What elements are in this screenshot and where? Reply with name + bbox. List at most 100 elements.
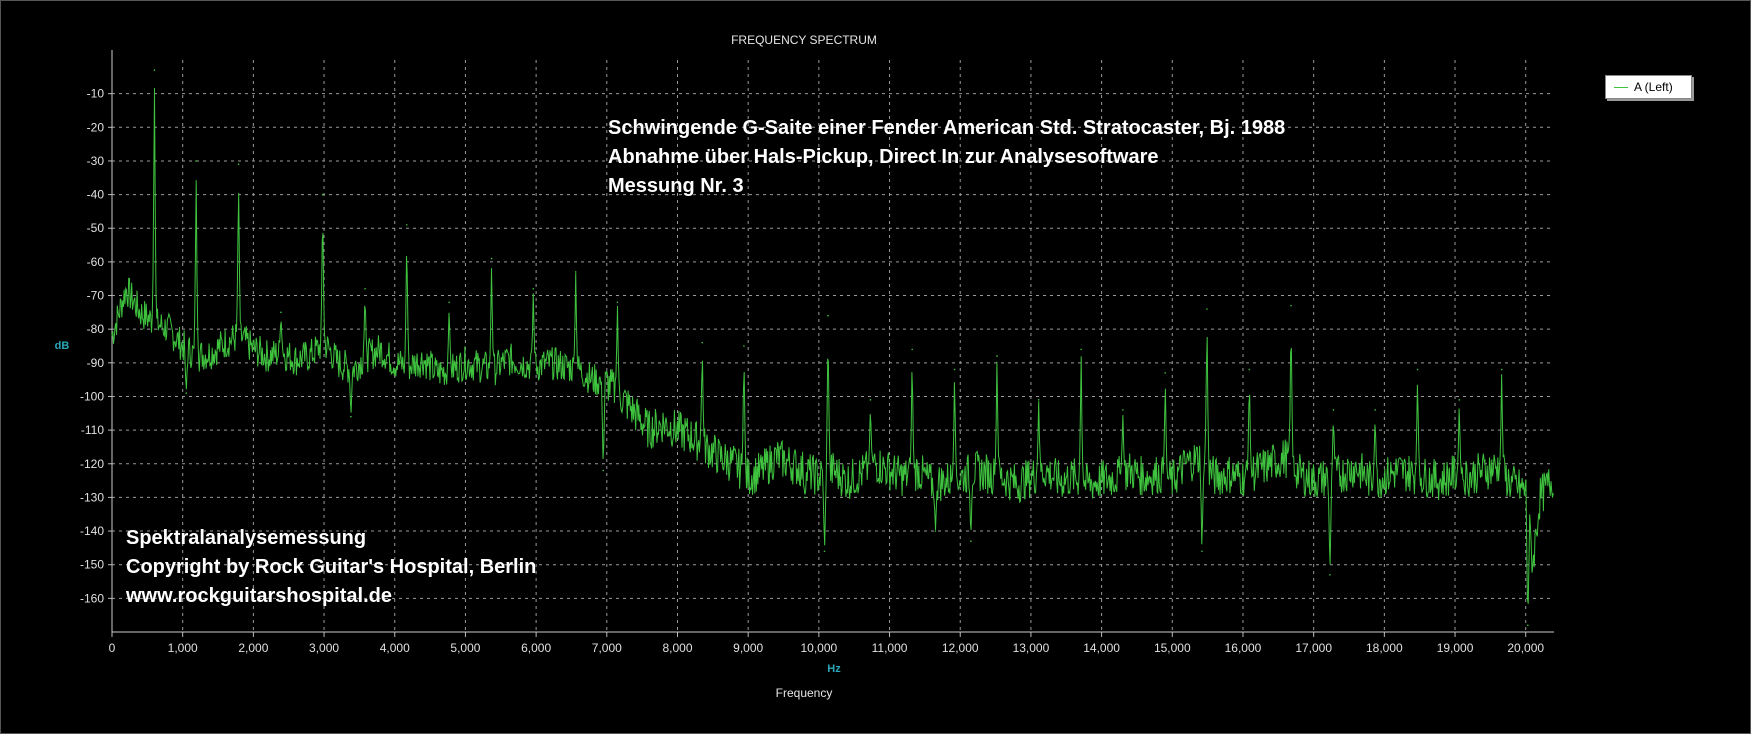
annotation-line-3: Messung Nr. 3 — [608, 175, 744, 197]
spectrum-peak-point — [405, 224, 408, 226]
x-tick-label: 9,000 — [733, 641, 763, 655]
y-tick-label: -120 — [80, 457, 104, 471]
spectrum-peak-point — [532, 288, 535, 290]
spectrum-dip-point — [803, 496, 806, 499]
y-tick-label: -30 — [87, 154, 105, 168]
spectrum-dip-point — [185, 392, 188, 394]
spectrum-dip-point — [970, 540, 972, 542]
x-tick-label: 7,000 — [592, 641, 622, 655]
annotation-line-2: Abnahme über Hals-Pickup, Direct In zur … — [608, 146, 1159, 168]
annotation-line-1: Schwingende G-Saite einer Fender America… — [608, 117, 1286, 139]
chart-title: FREQUENCY SPECTRUM — [731, 33, 877, 47]
spectrum-peak-point — [911, 348, 913, 351]
x-tick-label: 15,000 — [1154, 641, 1191, 655]
x-tick-label: 14,000 — [1083, 641, 1120, 655]
spectrum-peak-point — [616, 301, 619, 304]
x-tick-label: 20,000 — [1507, 641, 1544, 655]
y-tick-label: -100 — [80, 389, 104, 403]
spectrum-dip-point — [1329, 574, 1331, 576]
x-tick-label: 1,000 — [168, 641, 198, 655]
x-tick-label: 5,000 — [450, 641, 480, 655]
x-tick-label: 17,000 — [1295, 641, 1332, 655]
spectrum-peak-point — [321, 193, 324, 196]
tick-labels: -10 -20 -30 -40 -50 -60 -70 -80 -90 -100 -110 -120 -… — [80, 87, 1544, 655]
y-tick-label: -150 — [80, 558, 104, 572]
legend-swatch — [1614, 86, 1628, 88]
spectrum-dip-point — [602, 469, 605, 472]
series-layer — [111, 69, 1554, 627]
spectrum-dip-point — [1527, 624, 1529, 627]
spectrum-peak-point — [701, 341, 704, 344]
spectrum-dip-point — [1201, 550, 1203, 553]
spectrum-peak-point — [153, 69, 156, 71]
annotation-line-6: www.rockguitarshospital.de — [126, 585, 392, 607]
spectrum-peak-point — [1080, 348, 1082, 351]
spectrum-peak-point — [953, 368, 956, 371]
spectrum-dip-point — [934, 530, 937, 532]
spectrum-peak-point — [1037, 399, 1040, 401]
spectrum-peak-point — [237, 163, 240, 166]
spectrum-peak-point — [827, 314, 829, 317]
spectrum-peak-point — [1248, 368, 1251, 371]
y-tick-label: -110 — [81, 423, 104, 437]
x-tick-label: 6,000 — [521, 641, 551, 655]
x-tick-label: 3,000 — [309, 641, 339, 655]
x-tick-label: 8,000 — [662, 641, 692, 655]
x-tick-label: 11,000 — [872, 641, 908, 655]
spectrum-peak-point — [1416, 368, 1419, 371]
y-tick-label: -80 — [87, 322, 105, 336]
x-tick-label: 13,000 — [1013, 641, 1050, 655]
x-tick-label: 19,000 — [1437, 641, 1474, 655]
y-tick-label: -20 — [87, 120, 105, 134]
spectrum-peak-point — [743, 345, 745, 347]
spectrum-peak-point — [1332, 409, 1335, 411]
annotation-bottom: Spektralanalysemessung Copyright by Rock… — [126, 524, 536, 611]
x-axis-unit: Hz — [827, 663, 841, 675]
y-tick-label: -130 — [80, 490, 104, 504]
series-line-a-left — [111, 87, 1554, 604]
y-tick-label: -70 — [87, 289, 105, 303]
y-tick-label: -160 — [80, 591, 104, 605]
x-tick-label: 10,000 — [801, 641, 838, 655]
annotation-line-4: Spektralanalysemessung — [126, 527, 367, 549]
spectrum-dip-point — [823, 550, 826, 553]
spectrum-peak-point — [1206, 308, 1208, 310]
spectrum-peak-point — [1374, 409, 1376, 411]
axes — [108, 50, 1554, 637]
annotation-line-5: Copyright by Rock Guitar's Hospital, Ber… — [126, 556, 537, 578]
spectrum-peak-point — [869, 399, 872, 401]
y-tick-label: -40 — [87, 188, 105, 202]
spectrum-peak-point — [1290, 304, 1292, 307]
spectrum-dip-point — [350, 415, 352, 418]
x-tick-label: 12,000 — [942, 641, 979, 655]
grid — [112, 60, 1554, 632]
spectrum-peak-point — [1122, 409, 1124, 411]
y-tick-label: -60 — [87, 255, 105, 269]
legend: A (Left) — [1605, 75, 1692, 99]
annotation-top: Schwingende G-Saite einer Fender America… — [608, 114, 1285, 201]
spectrum-peak-point — [574, 271, 577, 273]
y-axis-label: dB — [55, 340, 70, 352]
spectrum-peak-point — [280, 311, 282, 314]
spectrum-peak-point — [1458, 399, 1461, 401]
spectrum-peak-point — [1164, 372, 1167, 374]
spectrum-peak-point — [195, 160, 197, 162]
x-tick-label: 2,000 — [238, 641, 268, 655]
x-tick-label: 18,000 — [1366, 641, 1403, 655]
x-tick-label: 4,000 — [380, 641, 410, 655]
spectrum-peak-point — [364, 288, 366, 290]
y-tick-label: -140 — [80, 524, 104, 538]
x-tick-label: 16,000 — [1225, 641, 1262, 655]
spectrum-peak-point — [448, 301, 450, 304]
legend-label: A (Left) — [1634, 80, 1673, 94]
y-tick-label: -50 — [87, 221, 105, 235]
spectrum-peak-point — [1500, 368, 1503, 371]
y-tick-label: -10 — [87, 87, 105, 101]
x-axis-label: Frequency — [776, 686, 833, 700]
x-tick-label: 0 — [109, 641, 116, 655]
y-tick-label: -90 — [87, 356, 105, 370]
spectrum-peak-point — [996, 355, 998, 357]
spectrum-peak-point — [490, 257, 493, 260]
